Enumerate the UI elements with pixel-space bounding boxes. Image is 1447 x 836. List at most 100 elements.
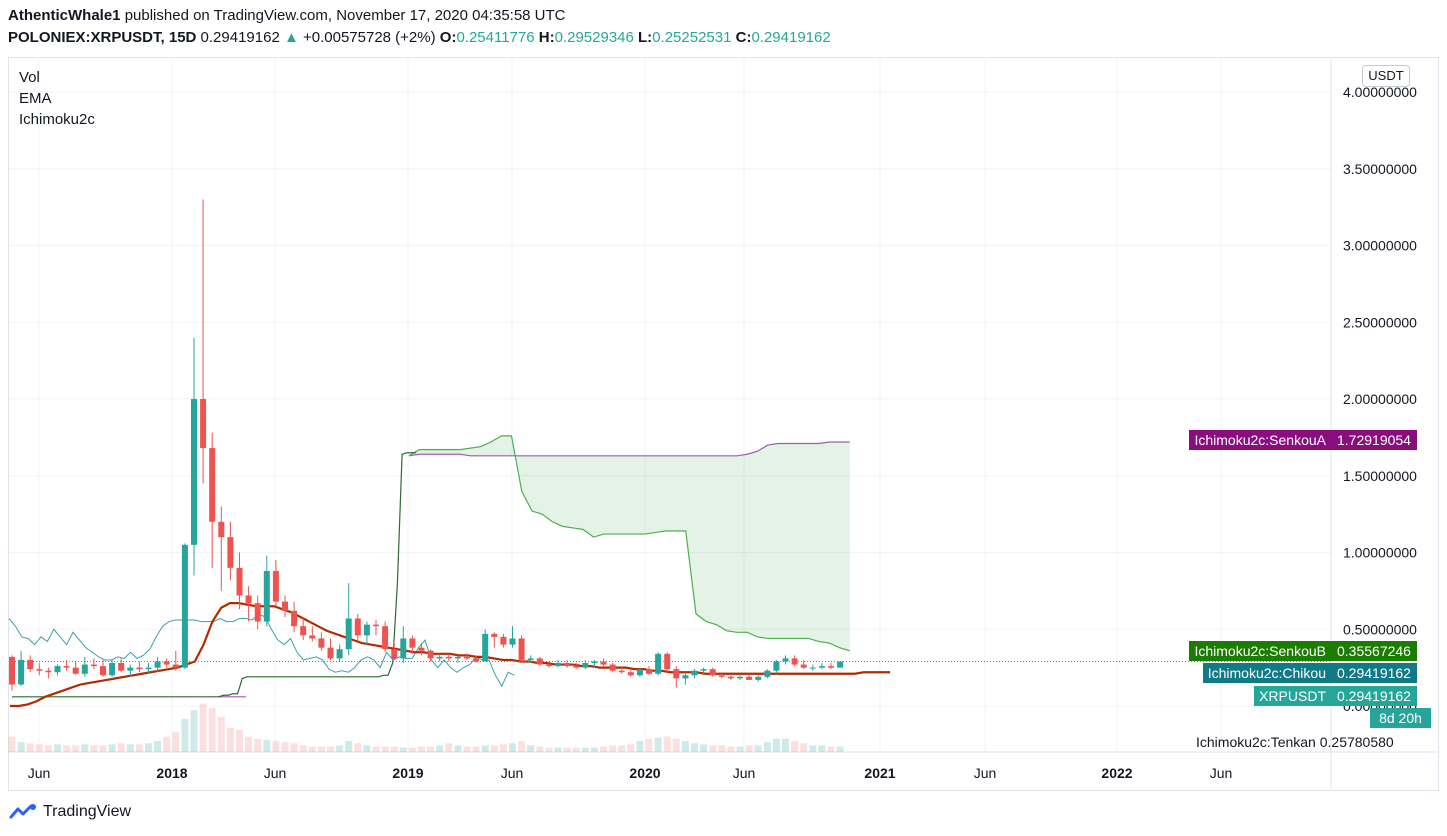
y-tick-label: 1.00000000: [1343, 545, 1417, 561]
candle-body: [209, 448, 216, 522]
legend-ema[interactable]: EMA: [19, 90, 52, 107]
candle-body: [445, 656, 452, 659]
volume-bar: [108, 744, 116, 752]
legend-vol[interactable]: Vol: [19, 69, 40, 86]
candle-body: [36, 669, 43, 671]
candle-body: [163, 661, 170, 665]
candle-body: [72, 667, 79, 674]
price-tag: XRPUSDT 0.29419162: [1253, 686, 1431, 706]
candle-body: [582, 663, 589, 668]
candle-body: [9, 656, 15, 685]
volume-bar: [290, 743, 298, 752]
currency-unit-badge[interactable]: USDT: [1362, 65, 1410, 87]
senkou-a-line: [408, 441, 850, 457]
x-tick-label: Jun: [974, 765, 997, 781]
volume-bar: [327, 746, 334, 752]
candle-body: [100, 666, 106, 676]
x-tick-label: 2019: [392, 765, 423, 781]
volume-bar: [490, 745, 498, 752]
volume-bar: [782, 738, 789, 752]
volume-bar: [427, 746, 435, 752]
tradingview-brand[interactable]: TradingView: [9, 803, 131, 821]
tenkan-value: 0.25780580: [1319, 734, 1394, 750]
symbol-label: POLONIEX:XRPUSDT, 15D: [8, 29, 197, 46]
low-value: 0.25252531: [652, 29, 732, 46]
candle-body: [564, 663, 571, 667]
volume-bar: [527, 745, 535, 752]
volume-bar: [154, 741, 162, 752]
candle-body: [363, 624, 370, 636]
volume-bar: [718, 745, 726, 752]
volume-bar: [226, 727, 234, 752]
candle-body: [837, 661, 844, 668]
candle-body: [400, 638, 407, 659]
candle-body: [181, 544, 188, 668]
candle-body: [318, 638, 325, 648]
volume-bar: [281, 742, 289, 752]
volume-bar: [317, 746, 325, 752]
publish-info: published on TradingView.com, November 1…: [124, 7, 566, 24]
candle-body: [436, 656, 443, 659]
volume-bar: [354, 743, 362, 752]
senkou-a-name: Ichimoku2c:SenkouA: [1189, 430, 1331, 450]
volume-bar: [772, 738, 780, 752]
candle-body: [555, 663, 561, 667]
candle-body: [154, 661, 161, 668]
volume-bar: [8, 736, 16, 752]
volume-bar: [99, 745, 107, 752]
volume-bar: [445, 743, 453, 752]
candle-body: [418, 647, 425, 651]
candle-body: [272, 570, 279, 602]
volume-bar: [190, 710, 198, 752]
candle-body: [491, 633, 498, 637]
brand-name: TradingView: [43, 803, 132, 820]
candle-body: [245, 595, 252, 604]
close-value: 0.29419162: [751, 29, 831, 46]
volume-bar: [836, 746, 844, 752]
senkou-b-line: [408, 435, 850, 652]
volume-bar: [372, 746, 380, 752]
volume-bar: [709, 745, 717, 752]
candle-body: [391, 649, 398, 659]
volume-bar: [217, 716, 225, 752]
volume-bar: [345, 741, 353, 752]
chart-frame[interactable]: [8, 57, 1439, 791]
candle-body: [454, 656, 461, 659]
author-name[interactable]: AthenticWhale1: [8, 7, 121, 24]
publish-line: AthenticWhale1 published on TradingView.…: [8, 7, 566, 24]
candle-body: [254, 603, 261, 622]
volume-bar: [518, 741, 526, 752]
candle-body: [591, 661, 598, 664]
volume-bar: [408, 747, 416, 752]
candle-body: [755, 676, 762, 680]
chikou-name: Ichimoku2c:Chikou: [1202, 663, 1331, 683]
volume-bar: [654, 737, 662, 752]
price-change: +0.00575728 (+2%): [303, 29, 436, 46]
volume-bar: [672, 738, 680, 752]
candle-body: [336, 649, 343, 659]
candle-body: [354, 618, 361, 636]
volume-bar: [736, 746, 744, 752]
volume-bar: [509, 743, 516, 752]
candle-body: [227, 537, 234, 568]
candle-body: [509, 638, 516, 645]
volume-bar: [800, 743, 808, 752]
candle-body: [172, 664, 179, 668]
volume-bar: [554, 747, 562, 752]
tradingview-logo-icon: [9, 804, 36, 819]
candle-body: [773, 661, 780, 671]
candle-body: [118, 663, 125, 671]
volume-bar: [636, 741, 644, 752]
candle-body: [573, 666, 580, 668]
tenkan-name: Ichimoku2c:Tenkan: [1196, 734, 1316, 750]
legend-ichimoku[interactable]: Ichimoku2c: [19, 111, 95, 128]
candle-body: [709, 669, 716, 676]
x-tick-label: Jun: [733, 765, 756, 781]
open-value: 0.25411776: [456, 29, 535, 46]
y-tick-label: 0.50000000: [1343, 621, 1417, 637]
x-tick-label: 2021: [864, 765, 895, 781]
candle-body: [200, 399, 207, 449]
candle-body: [636, 669, 643, 676]
candle-body: [718, 675, 725, 677]
